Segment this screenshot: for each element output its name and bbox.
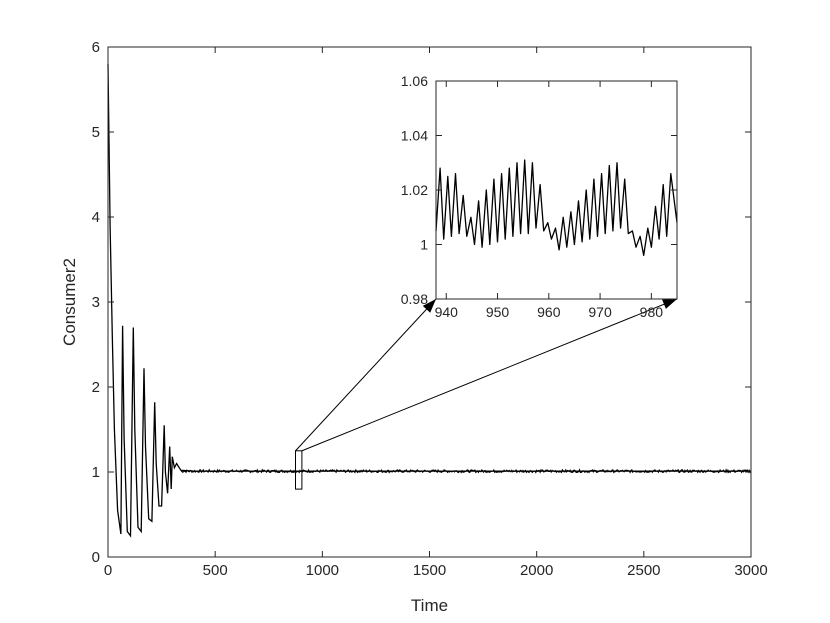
y-tick-label: 2 [92, 379, 100, 396]
y-tick-label: 1 [92, 464, 100, 481]
y-tick-label: 1.06 [401, 73, 428, 89]
x-tick-label: 1000 [306, 562, 339, 579]
x-tick-label: 500 [203, 562, 228, 579]
x-tick-label: 3000 [734, 562, 767, 579]
inset-series-line [435, 159, 678, 257]
y-tick-label: 5 [92, 124, 100, 141]
zoom-region-box [295, 450, 303, 490]
connector-arrow-left [295, 298, 437, 452]
inset-plot-area: 940 950 960 970 980 0.98 1 1.02 1.04 1.06 [401, 73, 678, 320]
connector-arrow-right-head [662, 299, 677, 309]
y-tick-label: 6 [92, 39, 100, 56]
x-tick-label: 940 [435, 304, 459, 320]
x-tick-label: 970 [588, 304, 612, 320]
series-noise-band [180, 468, 752, 474]
main-series-group [107, 63, 752, 538]
x-axis-title: Time [411, 596, 448, 615]
x-tick-label: 980 [640, 304, 664, 320]
y-tick-label: 1 [420, 237, 428, 253]
connector-arrow-right [301, 298, 678, 452]
y-tick-label: 0.98 [401, 291, 428, 307]
x-tick-label: 2000 [520, 562, 553, 579]
inset-x-axis: 940 950 960 970 980 [435, 81, 664, 320]
y-tick-label: 1.04 [401, 128, 428, 144]
y-tick-label: 0 [92, 549, 100, 566]
inset-series-group [435, 159, 678, 257]
y-axis-title: Consumer2 [60, 258, 79, 346]
inset-plot-background [436, 81, 677, 299]
connector-arrow-left-head [422, 299, 436, 313]
x-tick-label: 950 [486, 304, 510, 320]
main-y-axis: 0 1 2 3 4 5 6 [92, 39, 751, 566]
main-x-axis: 0 500 1000 1500 2000 2500 3000 [104, 47, 768, 579]
y-tick-label: 4 [92, 209, 100, 226]
x-tick-label: 960 [537, 304, 561, 320]
x-tick-label: 0 [104, 562, 112, 579]
x-tick-label: 1500 [413, 562, 446, 579]
x-tick-label: 2500 [627, 562, 660, 579]
y-tick-label: 1.02 [401, 182, 428, 198]
inset-y-axis: 0.98 1 1.02 1.04 1.06 [401, 73, 677, 307]
y-tick-label: 3 [92, 294, 100, 311]
zoom-connector-arrows [295, 298, 678, 452]
